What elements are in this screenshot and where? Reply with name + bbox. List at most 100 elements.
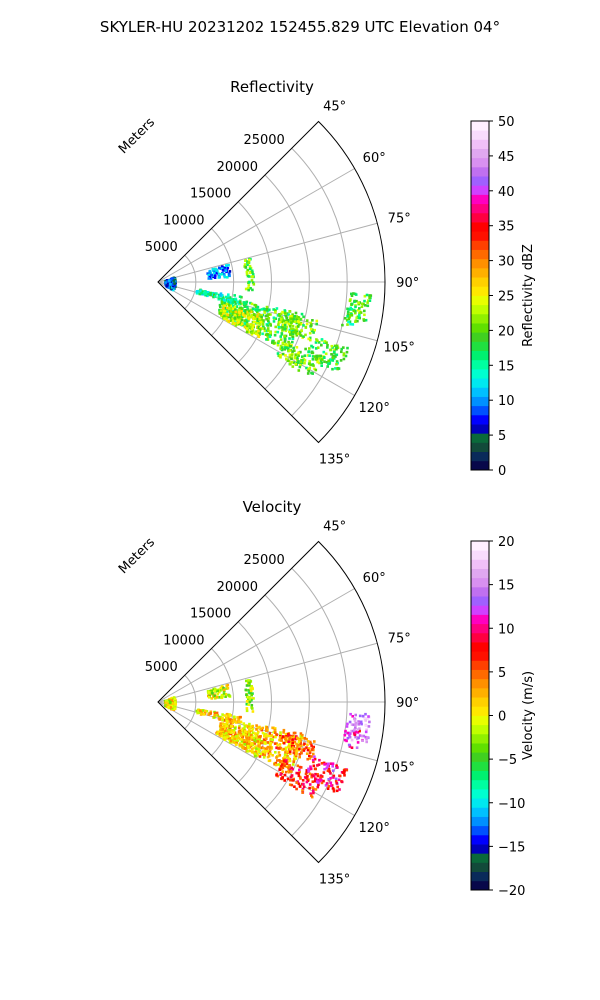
echo-gate xyxy=(273,333,277,337)
echo-gate xyxy=(248,688,251,692)
echo-gate xyxy=(354,735,357,739)
echo-gate xyxy=(358,727,361,730)
echo-gate xyxy=(289,333,292,336)
echo-gate xyxy=(280,763,284,766)
echo-gate xyxy=(247,742,250,746)
radial-axis-label: Meters xyxy=(116,115,158,157)
echo-gate xyxy=(218,308,221,312)
echo-gate xyxy=(357,316,361,319)
echo-gate xyxy=(213,694,217,698)
echo-gate xyxy=(250,698,253,702)
echo-gate xyxy=(282,731,285,734)
echo-gate xyxy=(297,354,300,357)
echo-gate xyxy=(282,759,286,763)
echo-gate xyxy=(233,316,236,320)
echo-gate xyxy=(212,293,216,297)
echo-gate xyxy=(165,284,169,288)
colorbar-swatch xyxy=(471,212,489,223)
echo-gate xyxy=(243,305,247,308)
echo-gate xyxy=(314,767,317,771)
echo-gate xyxy=(272,316,276,320)
echo-gate xyxy=(358,734,362,737)
echo-gate xyxy=(283,328,286,331)
echo-gate xyxy=(317,341,321,344)
echo-gate xyxy=(288,752,292,756)
echo-gate xyxy=(279,354,282,357)
echo-gate xyxy=(334,367,337,370)
colorbar-tick-label: 20 xyxy=(498,535,515,550)
range-ring xyxy=(184,674,197,730)
echo-gate xyxy=(310,351,314,355)
range-ring xyxy=(264,174,310,390)
echo-gate xyxy=(248,722,251,726)
echo-gate xyxy=(306,368,310,371)
echo-gate xyxy=(279,347,282,350)
echo-gate xyxy=(243,311,247,314)
echo-gate xyxy=(294,753,298,756)
echo-gate xyxy=(254,315,257,319)
sector-frame xyxy=(157,540,386,864)
echo-gate xyxy=(233,719,236,723)
echo-gate xyxy=(222,686,225,690)
colorbar-swatch xyxy=(471,267,489,278)
echo-gate xyxy=(274,735,277,739)
echo-gate xyxy=(287,313,291,316)
echo-gate xyxy=(245,735,248,738)
echo-gate xyxy=(294,311,298,315)
echo-gate xyxy=(219,305,222,309)
echo-gate xyxy=(276,754,280,758)
colorbar-tick-label: 30 xyxy=(498,255,515,270)
echo-gate xyxy=(280,312,283,316)
echo-gate xyxy=(225,264,228,267)
echo-gate xyxy=(281,346,284,349)
echo-gate xyxy=(288,750,292,754)
echo-gate xyxy=(248,325,252,329)
echo-gate xyxy=(342,353,346,357)
echo-gate xyxy=(214,271,218,275)
echo-gate xyxy=(327,767,331,771)
echo-gate xyxy=(231,319,235,322)
echo-gate xyxy=(346,307,349,311)
echo-gate xyxy=(258,744,261,747)
echo-gate xyxy=(220,314,224,318)
echo-gate xyxy=(307,770,310,773)
echo-gate xyxy=(246,322,249,326)
echo-gate xyxy=(275,742,278,745)
echo-gate xyxy=(335,347,338,351)
echo-gate xyxy=(285,357,288,361)
figure-suptitle: SKYLER-HU 20231202 152455.829 UTC Elevat… xyxy=(100,18,500,36)
echo-gate xyxy=(167,279,171,282)
echo-gate xyxy=(204,290,207,293)
echo-gate xyxy=(259,320,263,324)
echo-gate xyxy=(364,730,368,734)
echo-gate xyxy=(251,751,254,754)
echo-gate xyxy=(245,325,248,329)
echo-gate xyxy=(284,747,288,751)
echo-gate xyxy=(237,726,241,730)
echo-gate xyxy=(246,260,249,263)
echo-gate xyxy=(291,741,294,745)
echo-gate xyxy=(315,319,319,323)
velocity-panel: Velocity 45°60°75°90°105°120°135°5000100… xyxy=(116,498,536,899)
echo-gate xyxy=(284,314,288,318)
theta-tick-label: 120° xyxy=(359,401,390,416)
echo-gate xyxy=(213,687,217,691)
echo-gate xyxy=(222,312,226,315)
echo-gate xyxy=(290,360,294,364)
colorbar-swatch xyxy=(471,387,489,397)
echo-gate xyxy=(352,723,355,727)
echo-gate xyxy=(279,317,283,321)
echo-gate xyxy=(171,702,175,706)
echo-gate xyxy=(331,356,335,360)
echo-gate xyxy=(236,716,239,719)
colorbar-swatch xyxy=(471,295,489,306)
echo-gate xyxy=(264,314,268,318)
echo-gate xyxy=(227,304,231,307)
colorbar-swatch xyxy=(471,687,489,698)
colorbar-swatch xyxy=(471,176,489,186)
colorbar-tick-label: 25 xyxy=(498,290,515,305)
echo-gate xyxy=(296,356,299,359)
echo-gate xyxy=(250,685,253,688)
echo-gate xyxy=(248,695,251,699)
echo-gate xyxy=(295,771,298,775)
